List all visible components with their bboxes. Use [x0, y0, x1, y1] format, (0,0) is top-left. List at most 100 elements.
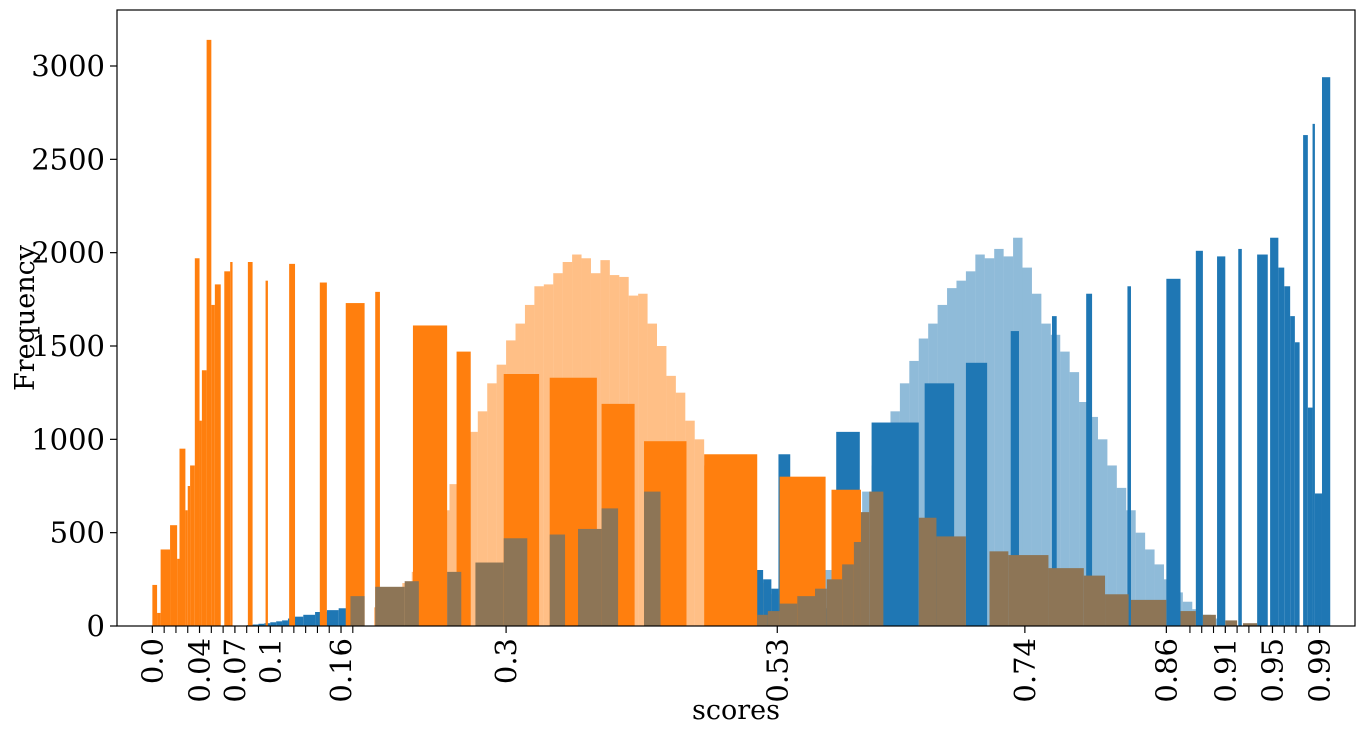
bar-series-2-bin-35 — [1166, 278, 1181, 626]
bar-series-1-bin-46 — [1211, 618, 1221, 626]
bar-series-4-bin-0 — [350, 596, 365, 626]
bar-series-3-bin-24 — [456, 351, 471, 626]
bar-series-2-bin-37 — [1217, 256, 1226, 626]
bar-series-3-bin-23 — [412, 325, 448, 626]
bar-series-1-bin-30 — [1060, 351, 1070, 626]
bar-series-3-bin-1 — [157, 612, 161, 626]
bar-series-4-bin-8 — [601, 508, 619, 626]
bar-series-1-bin-35 — [1107, 465, 1117, 626]
bar-series-2-bin-40 — [1270, 237, 1279, 627]
bar-series-2-bin-19 — [763, 579, 772, 626]
bar-series-0-bin-10 — [468, 431, 478, 626]
bar-series-4-bin-6 — [549, 534, 566, 626]
bar-series-4-bin-23 — [1008, 555, 1049, 626]
bar-series-1-bin-32 — [1079, 402, 1089, 626]
bar-series-4-bin-1 — [375, 586, 405, 626]
bar-series-2-bin-31 — [1010, 331, 1019, 626]
x-tick-label-1: 0.04 — [183, 638, 217, 703]
bar-series-4-bin-27 — [1130, 599, 1167, 626]
bar-series-3-bin-21 — [345, 303, 365, 626]
bar-series-2-bin-2 — [258, 623, 265, 626]
y-tick-label-6: 3000 — [31, 49, 105, 83]
y-axis-label: Frequency — [10, 244, 41, 391]
y-tick-label-2: 1000 — [31, 422, 105, 456]
bar-series-3-bin-14 — [214, 284, 221, 626]
bar-series-1-bin-27 — [1031, 293, 1042, 626]
bar-series-1-bin-15 — [918, 338, 929, 626]
bar-series-2-bin-5 — [276, 621, 283, 626]
bar-series-4-bin-7 — [578, 528, 602, 626]
bar-series-1-bin-19 — [956, 280, 966, 626]
x-tick-label-8: 0.86 — [1149, 638, 1183, 703]
bar-series-2-bin-9 — [303, 614, 316, 626]
bar-series-0-bin-11 — [477, 411, 488, 626]
bar-series-2-bin-4 — [270, 622, 277, 626]
bar-series-2-bin-43 — [1290, 316, 1295, 626]
bar-series-4-bin-2 — [404, 581, 419, 626]
y-tick-label-1: 500 — [50, 516, 105, 550]
x-axis: 0.0 0.04 0.07 0.1 0.16 0.3 0.53 0.74 0.86 0.91 0.9… — [135, 626, 1337, 703]
bar-series-3-bin-22 — [375, 291, 380, 626]
bar-series-2-bin-32 — [1051, 316, 1057, 626]
bar-series-3-bin-7 — [187, 486, 191, 626]
y-tick-label-3: 1500 — [31, 329, 105, 363]
bar-series-1-bin-36 — [1116, 487, 1127, 626]
bar-series-2-bin-38 — [1238, 248, 1242, 626]
x-tick-label-3: 0.1 — [253, 638, 287, 684]
x-tick-label-7: 0.74 — [1008, 638, 1042, 703]
bar-series-1-bin-39 — [1145, 549, 1155, 626]
x-tick-label-6: 0.53 — [760, 638, 794, 703]
bar-series-3-bin-2 — [160, 549, 171, 626]
bar-series-3-bin-9 — [194, 258, 200, 626]
bar-series-4-bin-21 — [936, 536, 966, 626]
bar-series-2-bin-12 — [338, 608, 351, 626]
bar-series-0-bin-18 — [543, 284, 554, 626]
x-tick-label-2: 0.07 — [218, 638, 252, 703]
y-tick-label-5: 2500 — [31, 142, 105, 176]
y-axis: 0 500 1000 1500 2000 2500 3000 — [31, 49, 117, 643]
bar-series-4-bin-5 — [503, 538, 528, 626]
bar-series-4-bin-29 — [1202, 614, 1216, 626]
bar-series-4-bin-16 — [842, 564, 854, 626]
bar-series-2-bin-1 — [252, 624, 259, 626]
bar-series-3-bin-16 — [230, 262, 233, 626]
bar-series-4-bin-3 — [447, 571, 462, 626]
y-tick-label-4: 2000 — [31, 236, 105, 270]
bar-series-4-bin-22 — [989, 551, 1009, 626]
bar-series-2-bin-30 — [965, 362, 988, 626]
bar-series-2-bin-39 — [1257, 254, 1268, 626]
bar-series-3-bin-10 — [199, 420, 202, 626]
bar-series-3-bin-17 — [247, 262, 253, 626]
bar-series-2-bin-46 — [1307, 407, 1313, 626]
bar-series-0-bin-8 — [449, 484, 459, 626]
bar-series-4-bin-25 — [1083, 575, 1106, 626]
bar-series-4-bin-10 — [757, 614, 768, 626]
bar-series-3-bin-15 — [224, 271, 231, 626]
bars-layer — [152, 39, 1331, 627]
bar-series-2-bin-36 — [1195, 250, 1203, 627]
bar-series-2-bin-42 — [1284, 286, 1291, 626]
bar-series-2-bin-47 — [1312, 123, 1315, 627]
x-tick-label-11: 0.99 — [1303, 638, 1337, 703]
bar-series-2-bin-41 — [1278, 267, 1285, 626]
x-tick-label-4: 0.16 — [324, 638, 358, 703]
bar-series-4-bin-31 — [1242, 623, 1258, 626]
bar-series-4-bin-28 — [1180, 611, 1196, 626]
bar-series-2-bin-11 — [326, 610, 339, 626]
bar-series-4-bin-4 — [475, 562, 504, 626]
bar-series-0-bin-34 — [694, 439, 705, 626]
bar-series-3-bin-19 — [289, 263, 296, 626]
bar-series-4-bin-26 — [1105, 594, 1129, 626]
bar-series-2-bin-48 — [1314, 493, 1322, 626]
bar-series-4-bin-13 — [797, 596, 815, 626]
bar-series-0-bin-28 — [638, 293, 648, 626]
bar-series-3-bin-3 — [170, 525, 178, 626]
bar-series-4-bin-19 — [869, 491, 884, 626]
bar-series-4-bin-11 — [767, 611, 780, 626]
bar-series-1-bin-28 — [1041, 323, 1051, 626]
x-tick-label-5: 0.3 — [489, 638, 523, 684]
bar-series-4-bin-30 — [1225, 620, 1238, 626]
bar-series-4-bin-14 — [815, 588, 827, 626]
bar-series-2-bin-45 — [1303, 135, 1308, 626]
